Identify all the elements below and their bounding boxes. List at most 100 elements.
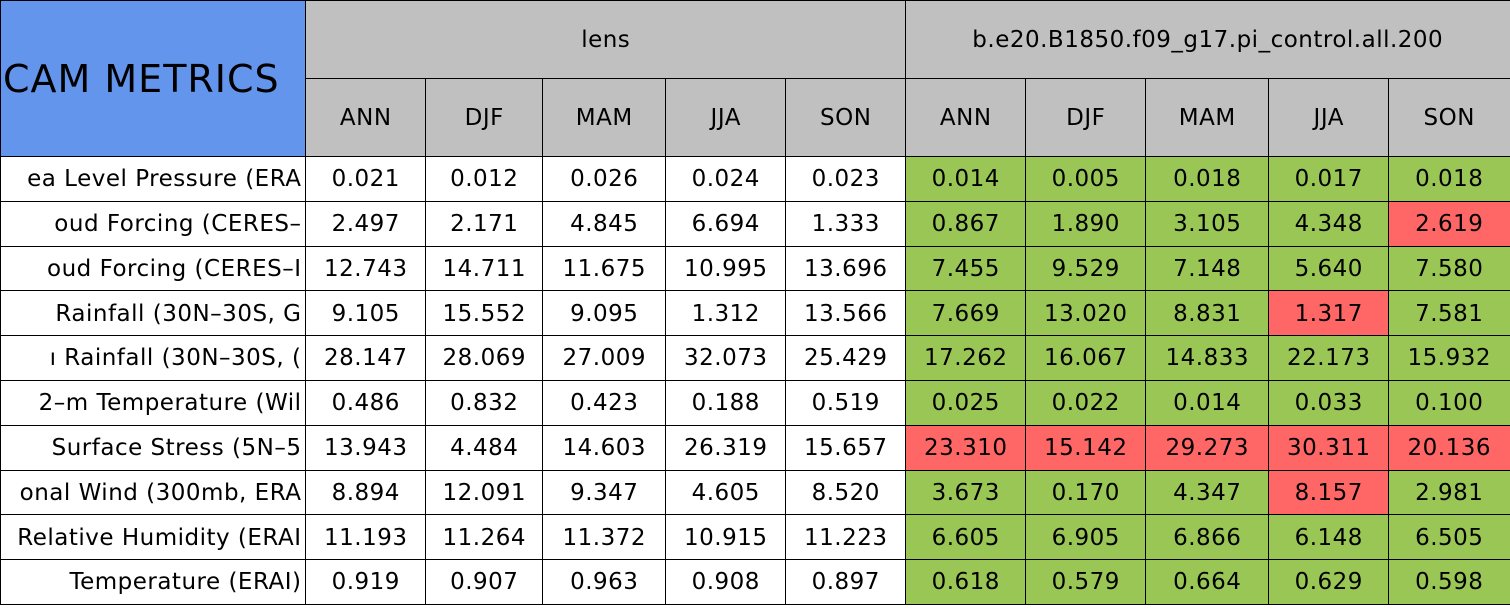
value-cell: 0.012 (425, 156, 544, 203)
value-cell: 0.629 (1268, 559, 1390, 606)
cell-text: 9.529 (1051, 255, 1120, 282)
cell-text: Temperature (ERAI) (69, 569, 302, 596)
value-cell: 26.319 (665, 424, 787, 472)
cell-text: 28.147 (324, 345, 408, 372)
cell-text: lens (581, 26, 631, 53)
value-cell: 30.311 (1268, 424, 1390, 472)
value-cell: 11.372 (542, 514, 667, 561)
value-cell: 4.845 (542, 200, 667, 248)
value-cell: 16.067 (1025, 335, 1147, 382)
row-label: onal Wind (300mb, ERA (0, 469, 307, 516)
value-cell: 0.832 (425, 380, 544, 427)
cell-text: SON (820, 104, 872, 131)
value-cell: 0.963 (542, 559, 667, 606)
value-cell: 15.657 (785, 424, 907, 472)
value-cell: 0.519 (785, 380, 907, 427)
value-cell: 0.022 (1025, 380, 1147, 427)
cell-text: 0.014 (1173, 390, 1242, 417)
value-cell: 4.605 (665, 469, 787, 516)
row-label: oud Forcing (CERES– (0, 200, 307, 248)
value-cell: 17.262 (905, 335, 1027, 382)
cell-text: 1.333 (811, 210, 880, 237)
cell-text: 0.025 (931, 390, 1000, 417)
cell-text: DJF (464, 104, 504, 131)
value-cell: 15.552 (425, 290, 544, 337)
value-cell: 0.664 (1145, 559, 1270, 606)
cell-text: DJF (1066, 104, 1106, 131)
value-cell: 0.018 (1388, 156, 1510, 203)
value-cell: 10.995 (665, 245, 787, 292)
value-cell: 12.091 (425, 469, 544, 516)
season-header: JJA (665, 78, 787, 158)
season-header: DJF (1025, 78, 1147, 158)
value-cell: 0.579 (1025, 559, 1147, 606)
cell-text: 22.173 (1287, 345, 1371, 372)
value-cell: 0.026 (542, 156, 667, 203)
value-cell: 7.669 (905, 290, 1027, 337)
cell-text: 8.157 (1294, 479, 1363, 506)
cell-text: SON (1423, 104, 1475, 131)
value-cell: 6.505 (1388, 514, 1510, 561)
value-cell: 3.673 (905, 469, 1027, 516)
value-cell: 0.907 (425, 559, 544, 606)
value-cell: 13.943 (305, 424, 427, 472)
cell-text: 11.372 (562, 524, 646, 551)
value-cell: 0.170 (1025, 469, 1147, 516)
group-header: lens (305, 0, 907, 80)
value-cell: 7.581 (1388, 290, 1510, 337)
cell-text: 0.026 (570, 166, 639, 193)
value-cell: 7.580 (1388, 245, 1510, 292)
cell-text: 15.552 (442, 300, 526, 327)
value-cell: 0.023 (785, 156, 907, 203)
season-header: ANN (905, 78, 1027, 158)
cell-text: 15.142 (1044, 434, 1128, 461)
value-cell: 2.981 (1388, 469, 1510, 516)
season-header: MAM (1145, 78, 1270, 158)
cell-text: 28.069 (442, 345, 526, 372)
cell-text: 30.311 (1287, 434, 1371, 461)
value-cell: 0.024 (665, 156, 787, 203)
cell-text: oud Forcing (CERES– (54, 210, 302, 237)
cell-text: 4.845 (570, 210, 639, 237)
cell-text: 1.890 (1051, 210, 1120, 237)
cell-text: 2.981 (1415, 479, 1484, 506)
value-cell: 0.005 (1025, 156, 1147, 203)
cell-text: 7.455 (931, 255, 1000, 282)
value-cell: 4.484 (425, 424, 544, 472)
cell-text: 4.484 (450, 434, 519, 461)
cell-text: 0.188 (691, 390, 760, 417)
value-cell: 14.711 (425, 245, 544, 292)
value-cell: 4.347 (1145, 469, 1270, 516)
value-cell: 8.520 (785, 469, 907, 516)
cell-text: ANN (939, 104, 992, 131)
value-cell: 1.333 (785, 200, 907, 248)
cell-text: 0.005 (1051, 166, 1120, 193)
cell-text: 0.033 (1294, 390, 1363, 417)
value-cell: 0.618 (905, 559, 1027, 606)
value-cell: 0.486 (305, 380, 427, 427)
value-cell: 2.619 (1388, 200, 1510, 248)
cell-text: 15.932 (1407, 345, 1491, 372)
value-cell: 8.894 (305, 469, 427, 516)
value-cell: 6.605 (905, 514, 1027, 561)
cell-text: 2–m Temperature (Wil (38, 390, 302, 417)
cell-text: 0.486 (331, 390, 400, 417)
cell-text: MAM (1178, 104, 1236, 131)
value-cell: 27.009 (542, 335, 667, 382)
cell-text: Relative Humidity (ERAI (17, 524, 302, 551)
cell-text: 7.669 (931, 300, 1000, 327)
value-cell: 1.890 (1025, 200, 1147, 248)
cell-text: 8.894 (331, 479, 400, 506)
value-cell: 6.148 (1268, 514, 1390, 561)
cell-text: 11.675 (562, 255, 646, 282)
cell-text: MAM (575, 104, 633, 131)
row-label: 2–m Temperature (Wil (0, 380, 307, 427)
row-label: oud Forcing (CERES–I (0, 245, 307, 292)
cell-text: 0.018 (1173, 166, 1242, 193)
cell-text: 0.012 (450, 166, 519, 193)
row-label: Temperature (ERAI) (0, 559, 307, 606)
cell-text: 0.664 (1173, 569, 1242, 596)
cell-text: 0.021 (331, 166, 400, 193)
row-label: Rainfall (30N–30S, G (0, 290, 307, 337)
